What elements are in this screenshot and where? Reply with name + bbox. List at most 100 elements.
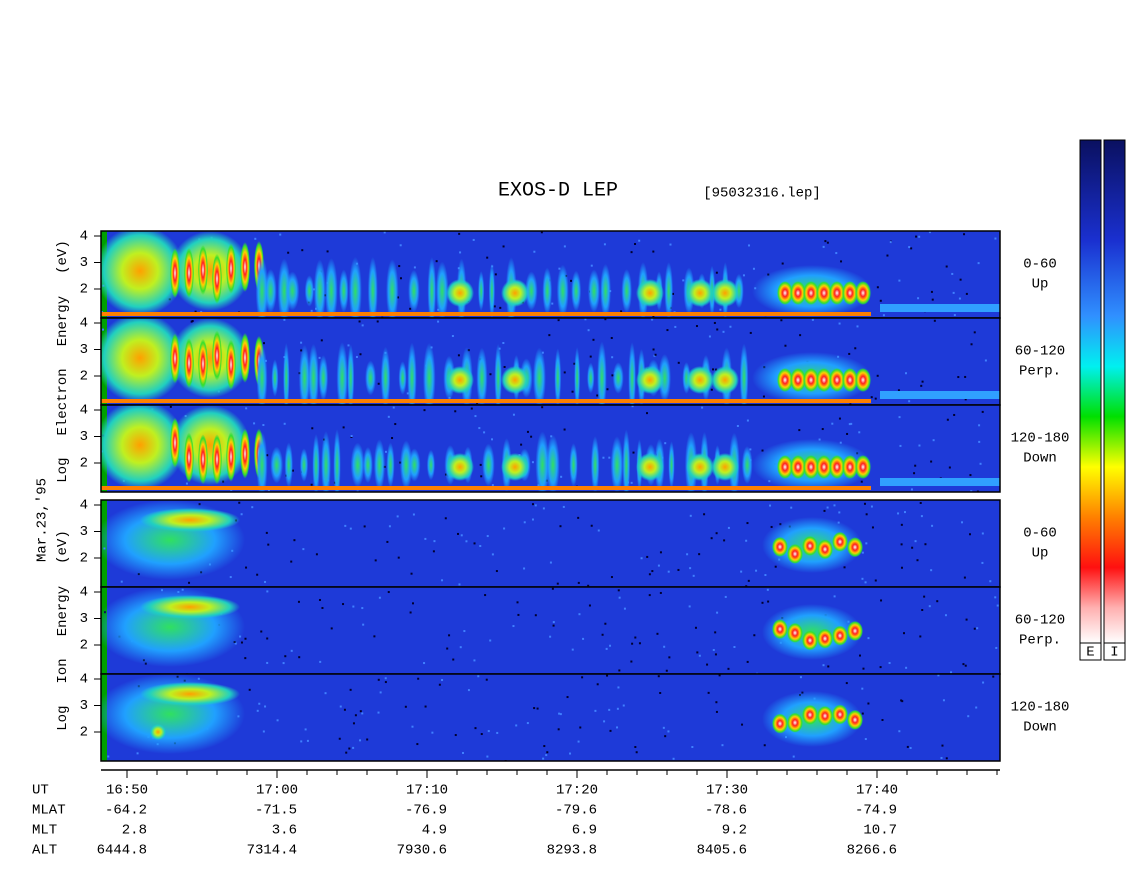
speckle [470,407,473,410]
speckle [848,423,851,426]
ephemeris-value: -71.5 [255,803,297,819]
speckle [265,531,268,534]
spectrogram-line [101,486,871,490]
spectrogram-blob [308,343,319,405]
speckle [306,739,309,742]
speckle [752,267,755,270]
speckle [694,626,697,629]
ephemeris-value: 8266.6 [847,843,897,859]
speckle [945,757,948,760]
speckle [342,603,345,606]
spectrogram-blob [621,269,632,313]
ephemeris-value: -74.9 [855,803,897,819]
speckle [240,513,243,516]
speckle [297,600,300,603]
speckle [845,682,848,685]
speckle [188,581,191,584]
spectrogram-blob [367,256,378,318]
ephemeris-value: 8405.6 [697,843,747,859]
spectrogram-blob [574,346,581,405]
speckle [601,633,604,636]
speckle [724,595,727,598]
speckle [827,665,830,668]
spectrogram-blob [285,271,300,311]
spectrogram-blob [338,269,349,313]
speckle [388,525,391,528]
speckle [876,286,879,289]
speckle [582,637,585,640]
spectrogram-blob [365,360,377,396]
speckle [321,606,324,609]
spectrogram-blob [842,368,858,392]
speckle [542,757,545,760]
speckle [373,635,376,638]
speckle [968,533,971,536]
spectrogram-blob [772,619,788,640]
speckle [611,374,614,377]
panel-label: Down [1023,720,1057,736]
speckle [300,740,303,743]
speckle [342,426,345,429]
panel-label: Up [1032,277,1049,293]
spectrogram-blob [256,344,268,405]
color-bar [1079,139,1102,644]
speckle [304,728,307,731]
speckle [708,335,711,338]
speckle [695,325,698,328]
speckle [411,602,414,605]
speckle [558,712,561,715]
speckle [503,527,506,530]
speckle [963,233,966,236]
spectrogram-blob [832,531,848,552]
speckle [438,683,441,686]
speckle [858,431,861,434]
speckle [606,674,609,677]
speckle [714,631,717,634]
speckle [763,744,766,747]
spectrogram-blob [347,344,355,405]
speckle [854,347,857,350]
speckle [551,587,554,590]
speckle [562,505,565,508]
speckle [610,336,613,339]
spectrogram-blob [832,625,848,646]
y-tick-label: 4 [80,229,88,245]
speckle [831,422,834,425]
speckle [930,460,933,463]
speckle [489,639,492,642]
speckle [479,544,482,547]
y-tick-label: 3 [80,429,88,445]
spectrogram-blob [741,446,753,484]
row-label: ALT [32,843,57,859]
spectrogram-line [101,399,871,403]
speckle [361,607,364,610]
spectrogram-blob [817,628,833,649]
y-tick-label: 3 [80,342,88,358]
speckle [664,735,667,738]
speckle [975,706,978,709]
y-tick-label: 2 [80,638,88,654]
speckle [424,537,427,540]
spectrogram-blob [597,341,607,405]
speckle [543,745,546,748]
speckle [523,521,526,524]
speckle [698,553,701,556]
speckle [899,444,902,447]
ephemeris-value: 3.6 [272,823,297,839]
spectrogram-blob [668,441,675,489]
speckle [603,243,606,246]
speckle [584,318,587,321]
spectrogram-blob [842,281,858,305]
speckle [570,279,573,282]
speckle [908,246,911,249]
speckle [238,501,241,504]
speckle [194,310,197,313]
spectrogram-blob [711,366,739,394]
speckle [433,540,436,543]
panel-label: 60-120 [1015,613,1065,629]
speckle [318,356,321,359]
spectrogram-blob [610,436,624,492]
speckle [534,504,537,507]
speckle [253,422,256,425]
